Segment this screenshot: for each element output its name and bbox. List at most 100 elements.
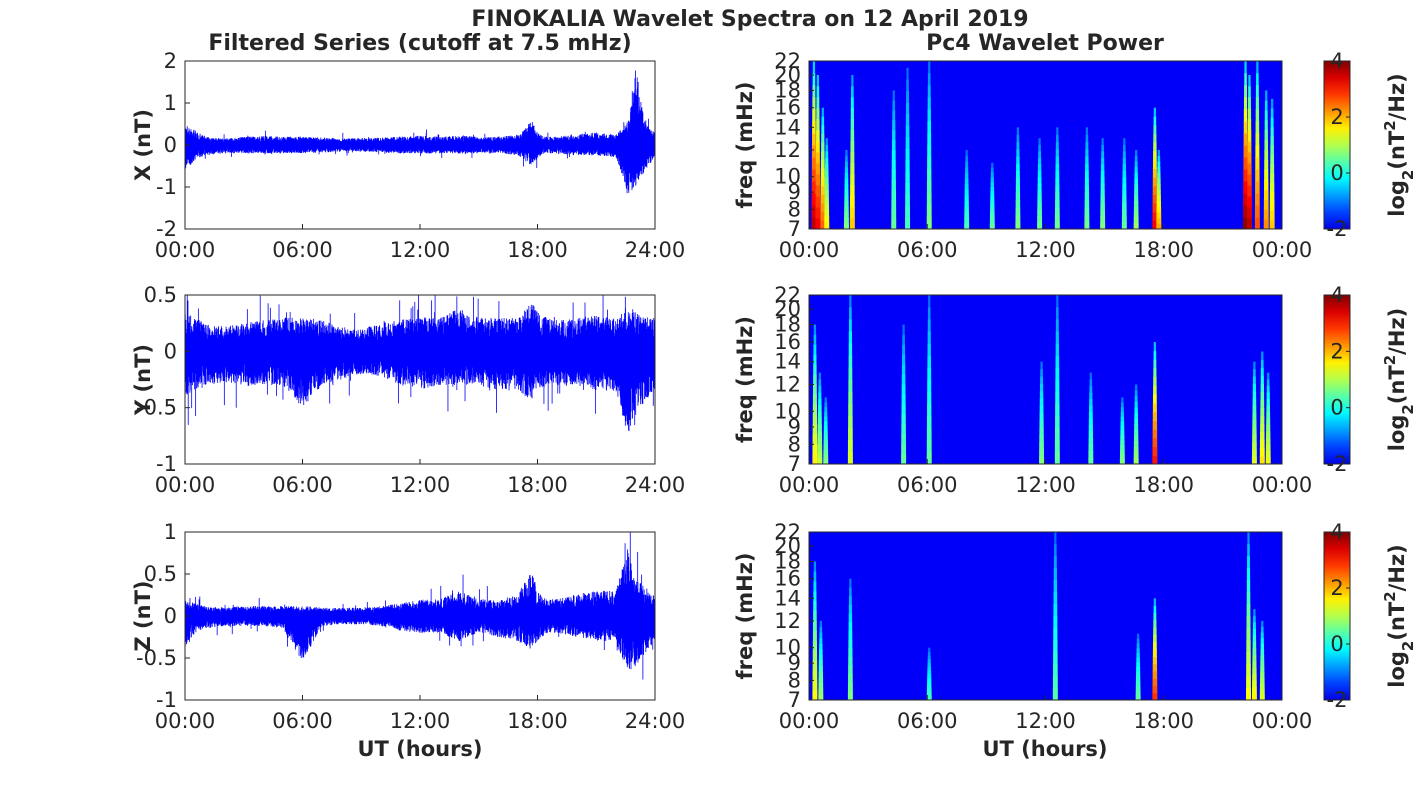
wavelet-burst [815,184,821,197]
wavelet-burst [825,164,829,172]
wavelet-burst [1253,615,1256,623]
wavelet-burst [1153,341,1156,352]
wavelet-burst [1100,222,1106,229]
left-xlabel: UT (hours) [357,737,482,761]
wavelet-burst [813,610,817,622]
wavelet-burst [1040,361,1043,370]
wavelet-burst [1264,100,1268,111]
wavelet-burst [1152,692,1158,700]
wavelet-burst [1088,431,1094,439]
wavelet-burst [964,189,969,196]
wavelet-burst [1055,178,1060,186]
wavelet-burst [1264,130,1268,141]
wavelet-burst [818,392,822,400]
wavelet-burst [1248,96,1251,109]
wavelet-burst [1015,199,1021,208]
z-series-ytick-label: -1 [156,688,177,712]
wavelet-burst [1259,683,1265,690]
y-series-xtick-label: 24:00 [625,473,686,497]
wavelet-burst [851,74,854,87]
wavelet-burst [1136,662,1141,668]
wavelet-burst [1120,411,1124,417]
wavelet-burst [1039,434,1044,443]
wavelet-burst [927,673,932,679]
wavelet-burst [1271,98,1274,109]
wavelet-burst [820,159,825,169]
wavelet-burst [848,630,853,640]
wavelet-burst [1100,203,1105,211]
wavelet-burst [891,139,896,151]
wavelet-burst [1153,350,1157,360]
wavelet-burst [1259,688,1265,695]
wavelet-burst [820,185,825,195]
x-series-ytick-label: -2 [156,217,177,241]
wavelet-burst [927,681,932,686]
wavelet-burst [812,660,818,671]
wavelet-burst [849,295,852,308]
wavelet-burst [1053,592,1058,605]
wavelet-burst [1120,425,1125,432]
wavelet-burst [1252,680,1257,688]
wavelet-burst [928,61,931,74]
wavelet-burst [1270,108,1274,118]
wavelet-burst [1263,219,1269,229]
wavelet-burst [1252,390,1257,399]
wavelet-burst [1016,141,1020,150]
wavelet-burst [1120,430,1125,436]
wavelet-burst [1100,177,1105,185]
wavelet-burst [823,425,828,432]
wavelet-burst [823,440,828,446]
wavelet-burst [848,379,853,393]
wavelet-burst [1247,151,1252,164]
wavelet-burst [823,435,828,441]
x-series-ytick-label: 1 [164,91,177,115]
wavelet-burst [1120,449,1125,455]
wavelet-burst [816,118,820,131]
wavelet-burst [1270,145,1274,156]
right-column-title: Pc4 Wavelet Power [926,31,1164,56]
wavelet-burst [965,161,969,168]
wavelet-burst [1134,161,1138,168]
wavelet-burst [1156,183,1161,190]
wavelet-burst [1157,149,1160,157]
wavelet-burst [1037,177,1042,185]
wavelet-burst [1084,185,1089,194]
wavelet-burst [1088,424,1093,432]
wavelet-burst [843,223,849,229]
wavelet-burst [813,601,817,612]
wavelet-burst [1246,592,1251,605]
wavelet-burst [927,677,932,682]
z-spectrum-ytick-label: 10 [774,636,801,660]
wavelet-burst [1255,169,1260,182]
wavelet-burst [926,685,932,690]
wavelet-burst [991,162,994,168]
wavelet-burst [1152,411,1157,421]
wavelet-burst [1101,157,1105,165]
wavelet-burst [1136,638,1140,644]
x-spectrum-colorbar-tick-label: 0 [1330,161,1343,185]
wavelet-burst [847,439,853,453]
wavelet-burst [1252,405,1257,414]
wavelet-burst [1246,217,1252,229]
wavelet-burst [1084,221,1090,229]
y-series-xtick-label: 12:00 [390,473,451,497]
wavelet-burst [1152,220,1158,229]
wavelet-burst [1265,444,1271,452]
wavelet-burst [1122,183,1127,191]
wavelet-burst [926,193,932,206]
x-spectrum-colorbar-tick-label: -2 [1327,217,1348,241]
wavelet-burst [1248,85,1251,98]
wavelet-burst [1053,616,1058,629]
wavelet-burst [964,206,969,213]
wavelet-burst [891,209,897,220]
wavelet-burst [1119,454,1125,460]
wavelet-burst [1251,693,1257,700]
x-series-ytick-label: -1 [156,175,177,199]
wavelet-burst [1153,385,1157,395]
wavelet-burst [1100,196,1105,204]
wavelet-burst [892,130,896,141]
wavelet-burst [1121,397,1124,403]
wavelet-burst [990,167,994,173]
wavelet-burst [1270,126,1274,137]
wavelet-burst [813,581,817,592]
